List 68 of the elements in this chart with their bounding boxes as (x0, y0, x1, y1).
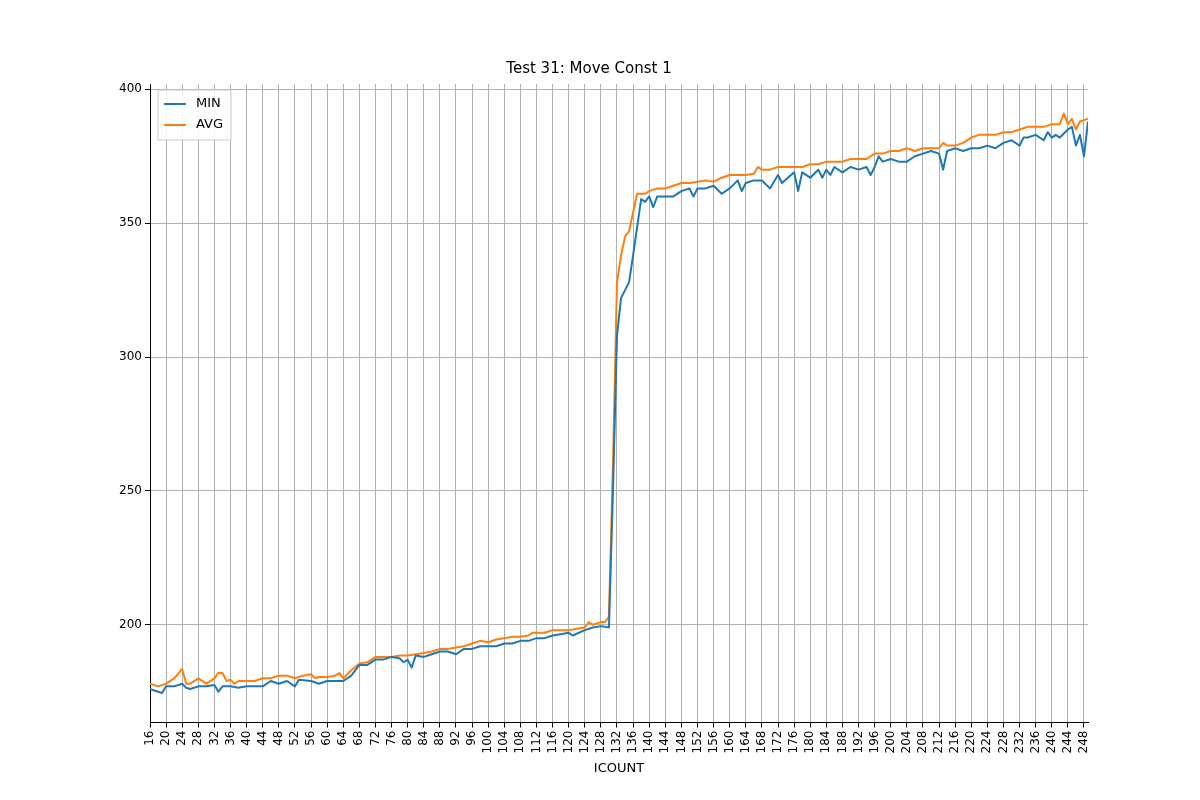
x-tick-label: 132 (609, 730, 624, 754)
y-tick-label: 200 (119, 616, 142, 631)
x-tick-label: 172 (770, 730, 785, 754)
x-tick-label: 84 (415, 730, 430, 746)
y-tick-label: 250 (119, 483, 142, 498)
x-tick-label: 164 (737, 730, 752, 754)
x-tick-label: 32 (206, 730, 221, 746)
x-tick-label: 144 (657, 730, 672, 754)
y-tick-label: 300 (119, 349, 142, 364)
x-tick-label: 88 (431, 730, 446, 746)
x-tick-label: 16 (142, 730, 157, 746)
x-tick-label: 96 (464, 730, 479, 746)
x-tick-label: 44 (254, 730, 269, 746)
x-tick-label: 220 (963, 730, 978, 754)
x-tick-label: 128 (593, 730, 608, 754)
x-tick-label: 36 (222, 730, 237, 746)
x-tick-label: 60 (319, 730, 334, 746)
x-tick-label: 224 (979, 730, 994, 754)
x-tick-label: 188 (834, 730, 849, 754)
x-tick-label: 140 (641, 730, 656, 754)
x-tick-label: 196 (866, 730, 881, 754)
x-tick-label: 112 (528, 730, 543, 754)
x-tick-label: 52 (287, 730, 302, 746)
legend-label: AVG (196, 116, 224, 132)
x-tick-label: 204 (898, 730, 913, 754)
x-tick-label: 24 (174, 730, 189, 746)
x-tick-label: 108 (512, 730, 527, 754)
x-tick-label: 236 (1027, 730, 1042, 754)
x-tick-label: 180 (802, 730, 817, 754)
x-tick-label: 120 (560, 730, 575, 754)
x-tick-label: 184 (818, 730, 833, 754)
x-tick-label: 148 (673, 730, 688, 754)
x-tick-label: 232 (1011, 730, 1026, 754)
x-tick-label: 20 (158, 730, 173, 746)
x-tick-label: 244 (1060, 730, 1074, 754)
x-tick-label: 56 (303, 730, 318, 746)
x-tick-label: 192 (850, 730, 865, 754)
legend-label: MIN (196, 95, 221, 111)
x-tick-label: 168 (754, 730, 769, 754)
y-tick-label: 400 (119, 81, 142, 96)
x-tick-label: 200 (882, 730, 897, 754)
x-axis-title: ICOUNT (593, 759, 645, 775)
x-tick-label: 100 (480, 730, 495, 754)
x-tick-label: 28 (190, 730, 205, 746)
x-tick-label: 152 (689, 730, 704, 754)
chart-title: Test 31: Move Const 1 (505, 58, 672, 77)
x-tick-label: 240 (1043, 730, 1058, 754)
x-tick-label: 64 (335, 730, 350, 746)
x-tick-label: 248 (1076, 730, 1091, 754)
x-tick-label: 176 (786, 730, 801, 754)
x-tick-label: 72 (367, 730, 382, 746)
y-tick-label: 350 (119, 215, 142, 230)
x-tick-label: 228 (995, 730, 1010, 754)
x-tick-label: 208 (915, 730, 930, 754)
x-tick-label: 104 (496, 730, 511, 754)
x-tick-label: 160 (721, 730, 736, 754)
x-tick-label: 124 (576, 730, 591, 754)
x-tick-label: 40 (238, 730, 253, 746)
x-tick-label: 48 (270, 730, 285, 746)
x-tick-label: 116 (544, 730, 559, 754)
x-tick-label: 92 (448, 730, 463, 746)
x-tick-label: 136 (625, 730, 640, 754)
x-tick-label: 76 (383, 730, 398, 746)
x-tick-label: 80 (399, 730, 414, 746)
x-tick-label: 212 (931, 730, 946, 754)
x-tick-label: 68 (351, 730, 366, 746)
x-tick-label: 156 (705, 730, 720, 754)
x-tick-label: 216 (947, 730, 962, 754)
